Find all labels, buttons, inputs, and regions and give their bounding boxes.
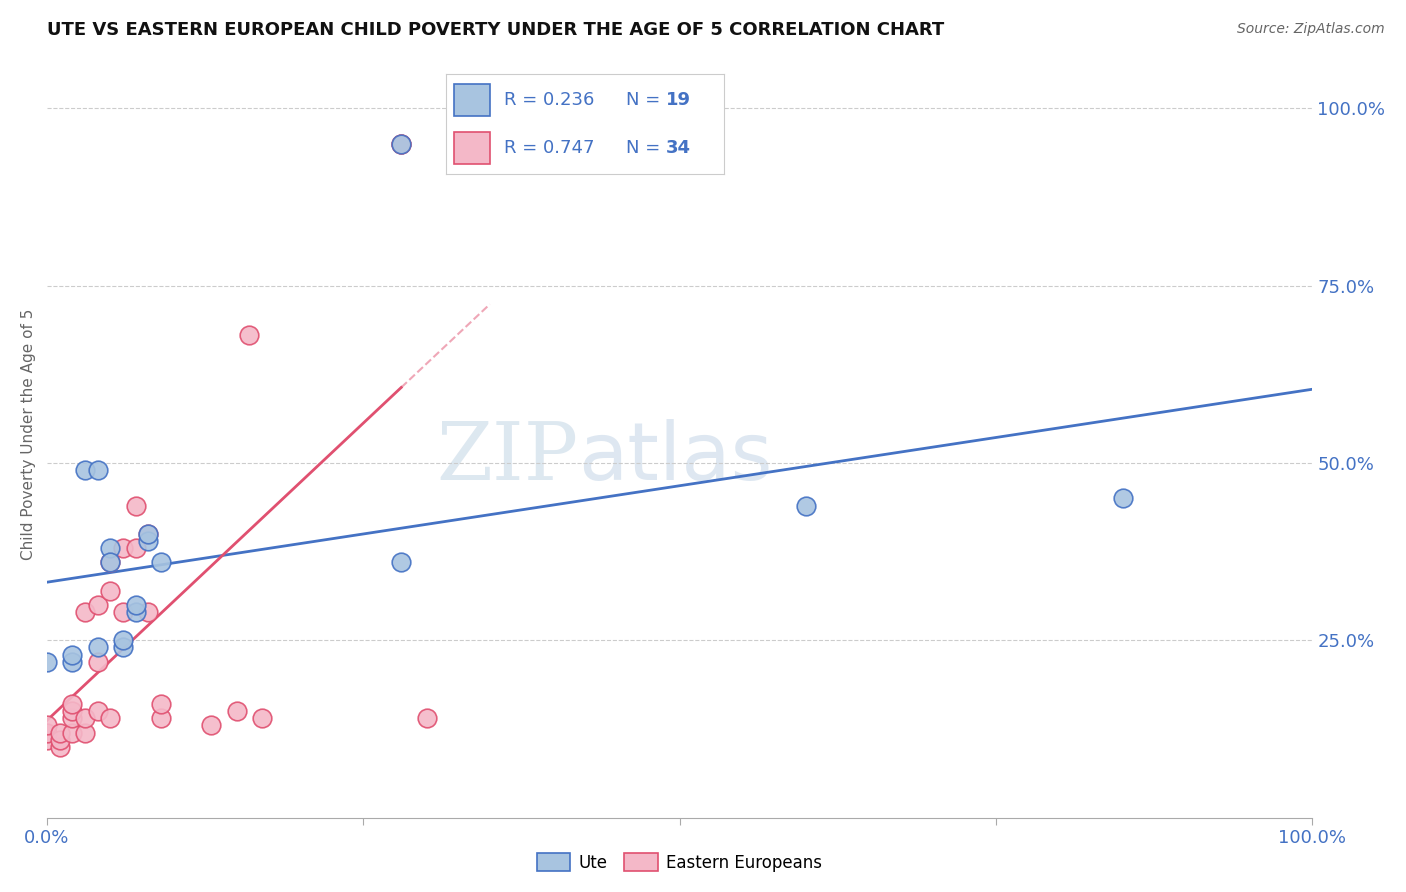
Point bbox=[111, 605, 134, 619]
Point bbox=[136, 527, 159, 541]
Point bbox=[48, 739, 70, 754]
Point bbox=[86, 640, 108, 655]
Point bbox=[35, 732, 58, 747]
Point bbox=[73, 605, 96, 619]
Text: atlas: atlas bbox=[578, 418, 773, 497]
Point bbox=[60, 704, 83, 718]
Point bbox=[60, 697, 83, 711]
Point bbox=[415, 711, 437, 725]
Point bbox=[136, 527, 159, 541]
Point bbox=[73, 725, 96, 739]
Text: UTE VS EASTERN EUROPEAN CHILD POVERTY UNDER THE AGE OF 5 CORRELATION CHART: UTE VS EASTERN EUROPEAN CHILD POVERTY UN… bbox=[46, 21, 945, 39]
Point bbox=[86, 655, 108, 669]
Point bbox=[98, 541, 121, 555]
Point bbox=[1111, 491, 1133, 506]
Point bbox=[98, 555, 121, 569]
Y-axis label: Child Poverty Under the Age of 5: Child Poverty Under the Age of 5 bbox=[21, 309, 35, 560]
Point bbox=[136, 605, 159, 619]
Point bbox=[35, 725, 58, 739]
Point bbox=[111, 541, 134, 555]
Point bbox=[124, 541, 146, 555]
Point bbox=[60, 711, 83, 725]
Point bbox=[48, 725, 70, 739]
Point bbox=[98, 583, 121, 598]
Point bbox=[73, 463, 96, 477]
Point bbox=[86, 704, 108, 718]
Point bbox=[794, 499, 817, 513]
Point bbox=[35, 655, 58, 669]
Point bbox=[389, 136, 412, 151]
Point bbox=[225, 704, 247, 718]
Point bbox=[136, 534, 159, 549]
Legend: Ute, Eastern Europeans: Ute, Eastern Europeans bbox=[530, 847, 828, 879]
Point bbox=[389, 136, 412, 151]
Point bbox=[149, 697, 172, 711]
Point bbox=[86, 463, 108, 477]
Point bbox=[60, 655, 83, 669]
Point bbox=[111, 640, 134, 655]
Point bbox=[48, 732, 70, 747]
Point bbox=[149, 555, 172, 569]
Text: Source: ZipAtlas.com: Source: ZipAtlas.com bbox=[1237, 22, 1385, 37]
Point bbox=[124, 605, 146, 619]
Point bbox=[73, 711, 96, 725]
Point bbox=[149, 711, 172, 725]
Point bbox=[98, 711, 121, 725]
Text: ZIP: ZIP bbox=[436, 418, 578, 497]
Point bbox=[200, 718, 222, 732]
Point bbox=[124, 499, 146, 513]
Point bbox=[35, 718, 58, 732]
Point bbox=[60, 648, 83, 662]
Point bbox=[86, 598, 108, 612]
Point bbox=[60, 725, 83, 739]
Point bbox=[250, 711, 273, 725]
Point bbox=[389, 555, 412, 569]
Point bbox=[238, 328, 260, 343]
Point bbox=[111, 633, 134, 648]
Point bbox=[98, 555, 121, 569]
Point bbox=[389, 136, 412, 151]
Point bbox=[124, 598, 146, 612]
